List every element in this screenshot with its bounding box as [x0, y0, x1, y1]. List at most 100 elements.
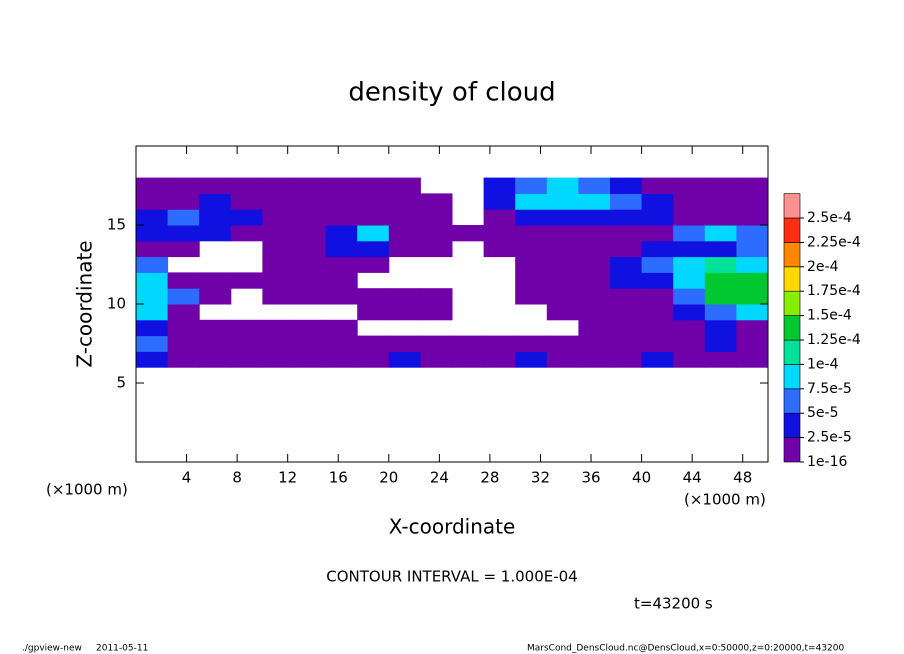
contour-cell: [641, 209, 674, 226]
contour-cell: [199, 335, 232, 352]
contour-cell: [294, 288, 327, 305]
contour-cell: [136, 335, 169, 352]
contour-cell: [736, 256, 769, 273]
contour-cell: [167, 225, 200, 242]
contour-cell: [546, 288, 579, 305]
contour-cell: [136, 304, 169, 321]
contour-cell: [546, 193, 579, 210]
x-tick-label: 8: [232, 469, 242, 487]
contour-cell: [230, 225, 263, 242]
x-tick-label: 44: [683, 469, 702, 487]
contour-cell: [578, 288, 611, 305]
contour-cell: [704, 209, 737, 226]
contour-cell: [610, 256, 643, 273]
contour-cell: [610, 335, 643, 352]
contour-cell: [578, 177, 611, 194]
contour-cell: [673, 288, 706, 305]
contour-cell: [136, 351, 169, 368]
contour-cell: [736, 209, 769, 226]
contour-cell: [515, 351, 548, 368]
contour-cell: [673, 319, 706, 337]
contour-cell: [641, 240, 674, 258]
contour-cell: [136, 225, 169, 242]
contour-cell: [388, 335, 421, 352]
contour-cell: [704, 335, 737, 352]
contour-cell: [546, 335, 579, 352]
contour-cell: [610, 272, 643, 289]
x-tick-label: 32: [531, 469, 550, 487]
contour-cell: [262, 256, 295, 273]
contour-cell: [167, 177, 200, 194]
x-tick-label: 48: [733, 469, 752, 487]
contour-cell: [262, 177, 295, 194]
contour-cell: [704, 193, 737, 210]
contour-cell: [578, 272, 611, 289]
contour-cell: [420, 304, 453, 321]
contour-cell: [325, 288, 358, 305]
contour-cell: [736, 304, 769, 321]
contour-cell: [546, 256, 579, 273]
contour-cell: [610, 240, 643, 258]
colorbar-box: [783, 364, 801, 390]
contour-cell: [704, 240, 737, 258]
x-tick-label: 36: [581, 469, 600, 487]
contour-cell: [230, 351, 263, 368]
contour-cell: [452, 351, 485, 368]
contour-cell: [704, 256, 737, 273]
colorbar-label: 1e-16: [807, 454, 847, 470]
colorbar-label: 1e-4: [807, 356, 839, 372]
footer-source: MarsCond_DensCloud.nc@DensCloud,x=0:5000…: [527, 644, 844, 654]
contour-cell: [420, 240, 453, 258]
x-tick-label: 16: [329, 469, 348, 487]
contour-cell: [736, 193, 769, 210]
contour-cell: [294, 193, 327, 210]
contour-cell: [325, 351, 358, 368]
y-tick-label: 15: [107, 216, 126, 234]
contour-cell: [515, 240, 548, 258]
contour-cell: [641, 193, 674, 210]
contour-cell: [515, 288, 548, 305]
contour-cell: [610, 193, 643, 210]
contour-cell: [736, 272, 769, 289]
contour-cell: [230, 209, 263, 226]
contour-cell: [357, 193, 390, 210]
contour-cell: [325, 256, 358, 273]
contour-cell: [357, 209, 390, 226]
contour-cell: [420, 335, 453, 352]
contour-cell: [736, 288, 769, 305]
contour-cell: [388, 225, 421, 242]
contour-cell: [199, 319, 232, 337]
contour-cell: [294, 319, 327, 337]
contour-cell: [515, 256, 548, 273]
contour-cell: [388, 351, 421, 368]
contour-cell: [357, 225, 390, 242]
contour-cell: [641, 351, 674, 368]
contour-cell: [167, 272, 200, 289]
contour-cell: [483, 225, 516, 242]
contour-cell: [704, 225, 737, 242]
contour-cell: [325, 209, 358, 226]
contour-cell: [578, 240, 611, 258]
contour-cell: [610, 351, 643, 368]
contour-cell: [673, 335, 706, 352]
contour-cell: [357, 240, 390, 258]
contour-cell: [546, 272, 579, 289]
contour-cell: [483, 240, 516, 258]
contour-cell: [578, 351, 611, 368]
colorbar-box: [783, 266, 801, 292]
contour-cell: [673, 256, 706, 273]
contour-cell: [673, 209, 706, 226]
contour-cell: [325, 240, 358, 258]
colorbar-label: 2.5e-4: [807, 210, 852, 226]
contour-cell: [673, 351, 706, 368]
contour-cell: [452, 225, 485, 242]
x-tick-label: 28: [480, 469, 499, 487]
x-tick-label: 4: [182, 469, 192, 487]
contour-cell: [199, 288, 232, 305]
contour-cell: [325, 177, 358, 194]
contour-cell: [736, 240, 769, 258]
x-tick-label: 40: [632, 469, 651, 487]
contour-cell: [546, 304, 579, 321]
colorbar-box: [783, 242, 801, 268]
contour-cell: [641, 256, 674, 273]
